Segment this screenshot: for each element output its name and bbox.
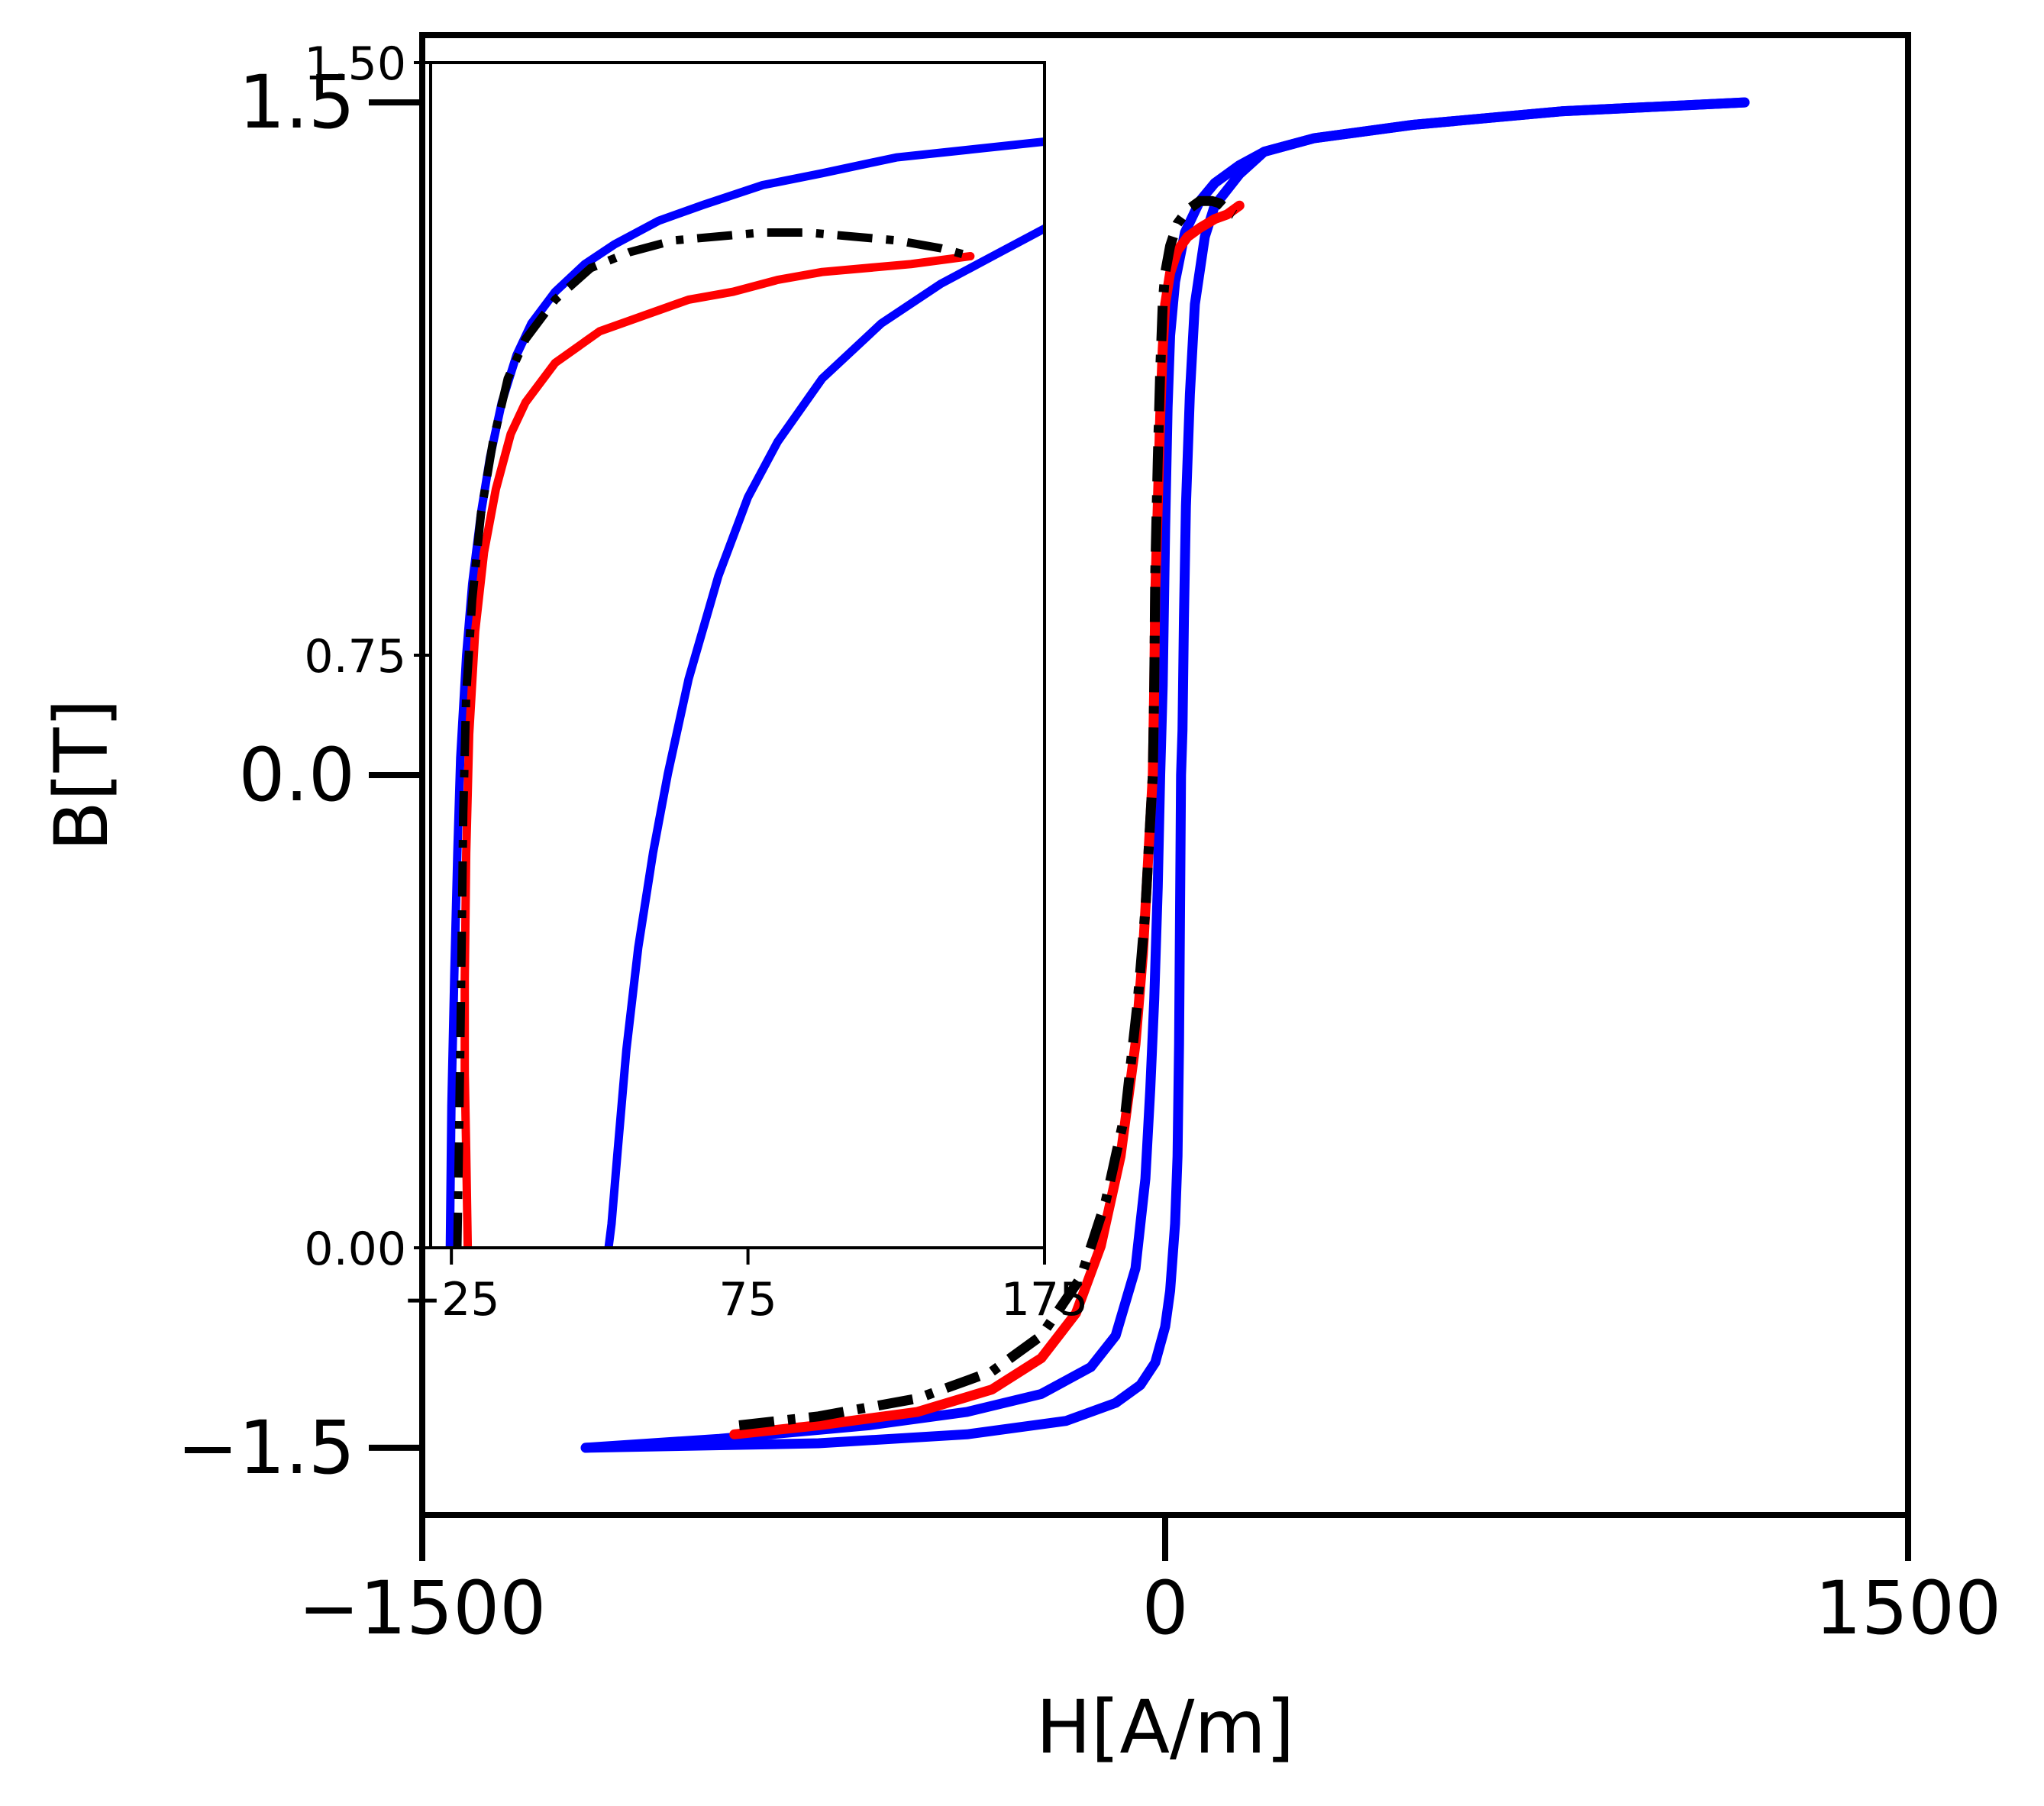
inset-ticks: −25 75 175 0.00 0.75 1.50	[304, 37, 1088, 1326]
y-axis-label: B[T]	[39, 699, 124, 851]
x-tick-label: −1500	[299, 1565, 547, 1651]
x-axis-label: H[A/m]	[1036, 1685, 1295, 1770]
inset-background	[431, 63, 1045, 1248]
x-tick-label: 0	[1141, 1565, 1188, 1651]
x-tick-label: 1500	[1815, 1565, 2001, 1651]
inset-y-tick-label: 0.75	[304, 630, 406, 683]
inset-plot-curves	[445, 137, 1045, 1248]
main-series-3-line	[738, 195, 1238, 1430]
y-tick-label: 1.5	[238, 60, 355, 145]
y-tick-label: −1.5	[177, 1405, 355, 1491]
inset-series-1-line	[604, 224, 1045, 1248]
main-series-1-line	[580, 97, 1750, 1453]
inset-y-tick-label: 1.50	[304, 37, 406, 91]
inset-x-tick-label: 75	[718, 1273, 777, 1326]
main-ticks: −1500 0 1500 −1.5 0.0 1.5	[177, 60, 2001, 1651]
main-plot-curves	[580, 97, 1750, 1453]
inset-x-tick-label: 175	[1001, 1273, 1089, 1326]
y-tick-label: 0.0	[238, 732, 355, 818]
inset-series-3-line	[453, 228, 972, 1248]
inset-plot: −25 75 175 0.00 0.75 1.50	[304, 37, 1088, 1326]
inset-x-tick-label: −25	[403, 1273, 500, 1326]
inset-y-tick-label: 0.00	[304, 1223, 406, 1276]
